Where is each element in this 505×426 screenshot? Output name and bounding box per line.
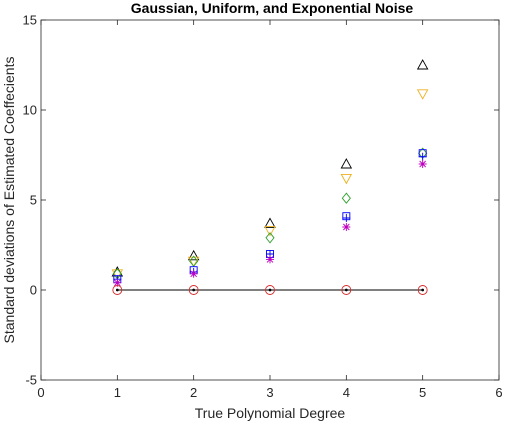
dot-point — [268, 288, 272, 292]
triangle-up-point — [340, 158, 353, 169]
y-tick-label: 15 — [23, 13, 37, 28]
y-tick-label: -5 — [25, 373, 37, 388]
x-tick-label: 5 — [419, 385, 426, 400]
diamond-point — [341, 192, 351, 204]
asterisk-point — [113, 278, 122, 287]
x-tick-label: 0 — [37, 385, 44, 400]
dot-point — [421, 288, 425, 292]
plus-point — [418, 152, 427, 161]
x-tick-label: 2 — [190, 385, 197, 400]
y-tick-label: 5 — [30, 193, 37, 208]
x-axis-label: True Polynomial Degree — [195, 405, 346, 421]
triangle-down-point — [264, 226, 276, 237]
triangle-up-point — [416, 59, 429, 70]
triangle-down-point — [111, 269, 124, 280]
x-tick-label: 3 — [266, 385, 273, 400]
y-axis: -5 0 5 10 15 — [23, 13, 499, 388]
circle-point — [265, 285, 275, 295]
y-tick-label: 10 — [23, 103, 37, 118]
asterisk-point — [266, 255, 274, 264]
dot-point — [115, 288, 119, 292]
diamond-point — [189, 255, 199, 267]
data-points — [111, 59, 429, 295]
dot-point — [192, 288, 196, 292]
plus-point — [342, 214, 351, 222]
y-tick-label: 0 — [30, 283, 37, 298]
triangle-down-point — [340, 173, 353, 185]
asterisk-point — [189, 269, 198, 278]
plot-area — [40, 19, 500, 381]
asterisk-point — [342, 223, 351, 231]
circle-point — [417, 285, 428, 295]
circle-point — [188, 285, 199, 295]
triangle-down-point — [416, 89, 429, 100]
y-axis-label: Standard deviations of Estimated Coeffec… — [1, 57, 17, 344]
triangle-up-point — [187, 249, 200, 261]
diamond-point — [265, 232, 275, 244]
asterisk-point — [418, 160, 427, 168]
dot-point — [344, 288, 348, 292]
x-axis: 0 1 2 3 4 5 6 — [37, 20, 503, 400]
chart-title: Gaussian, Uniform, and Exponential Noise — [131, 0, 414, 16]
x-tick-label: 1 — [114, 385, 121, 400]
x-tick-label: 4 — [343, 385, 350, 400]
x-tick-label: 6 — [495, 385, 502, 400]
circle-point — [112, 285, 123, 295]
triangle-down-point — [187, 256, 200, 268]
triangle-up-point — [264, 217, 276, 228]
circle-point — [341, 285, 352, 295]
